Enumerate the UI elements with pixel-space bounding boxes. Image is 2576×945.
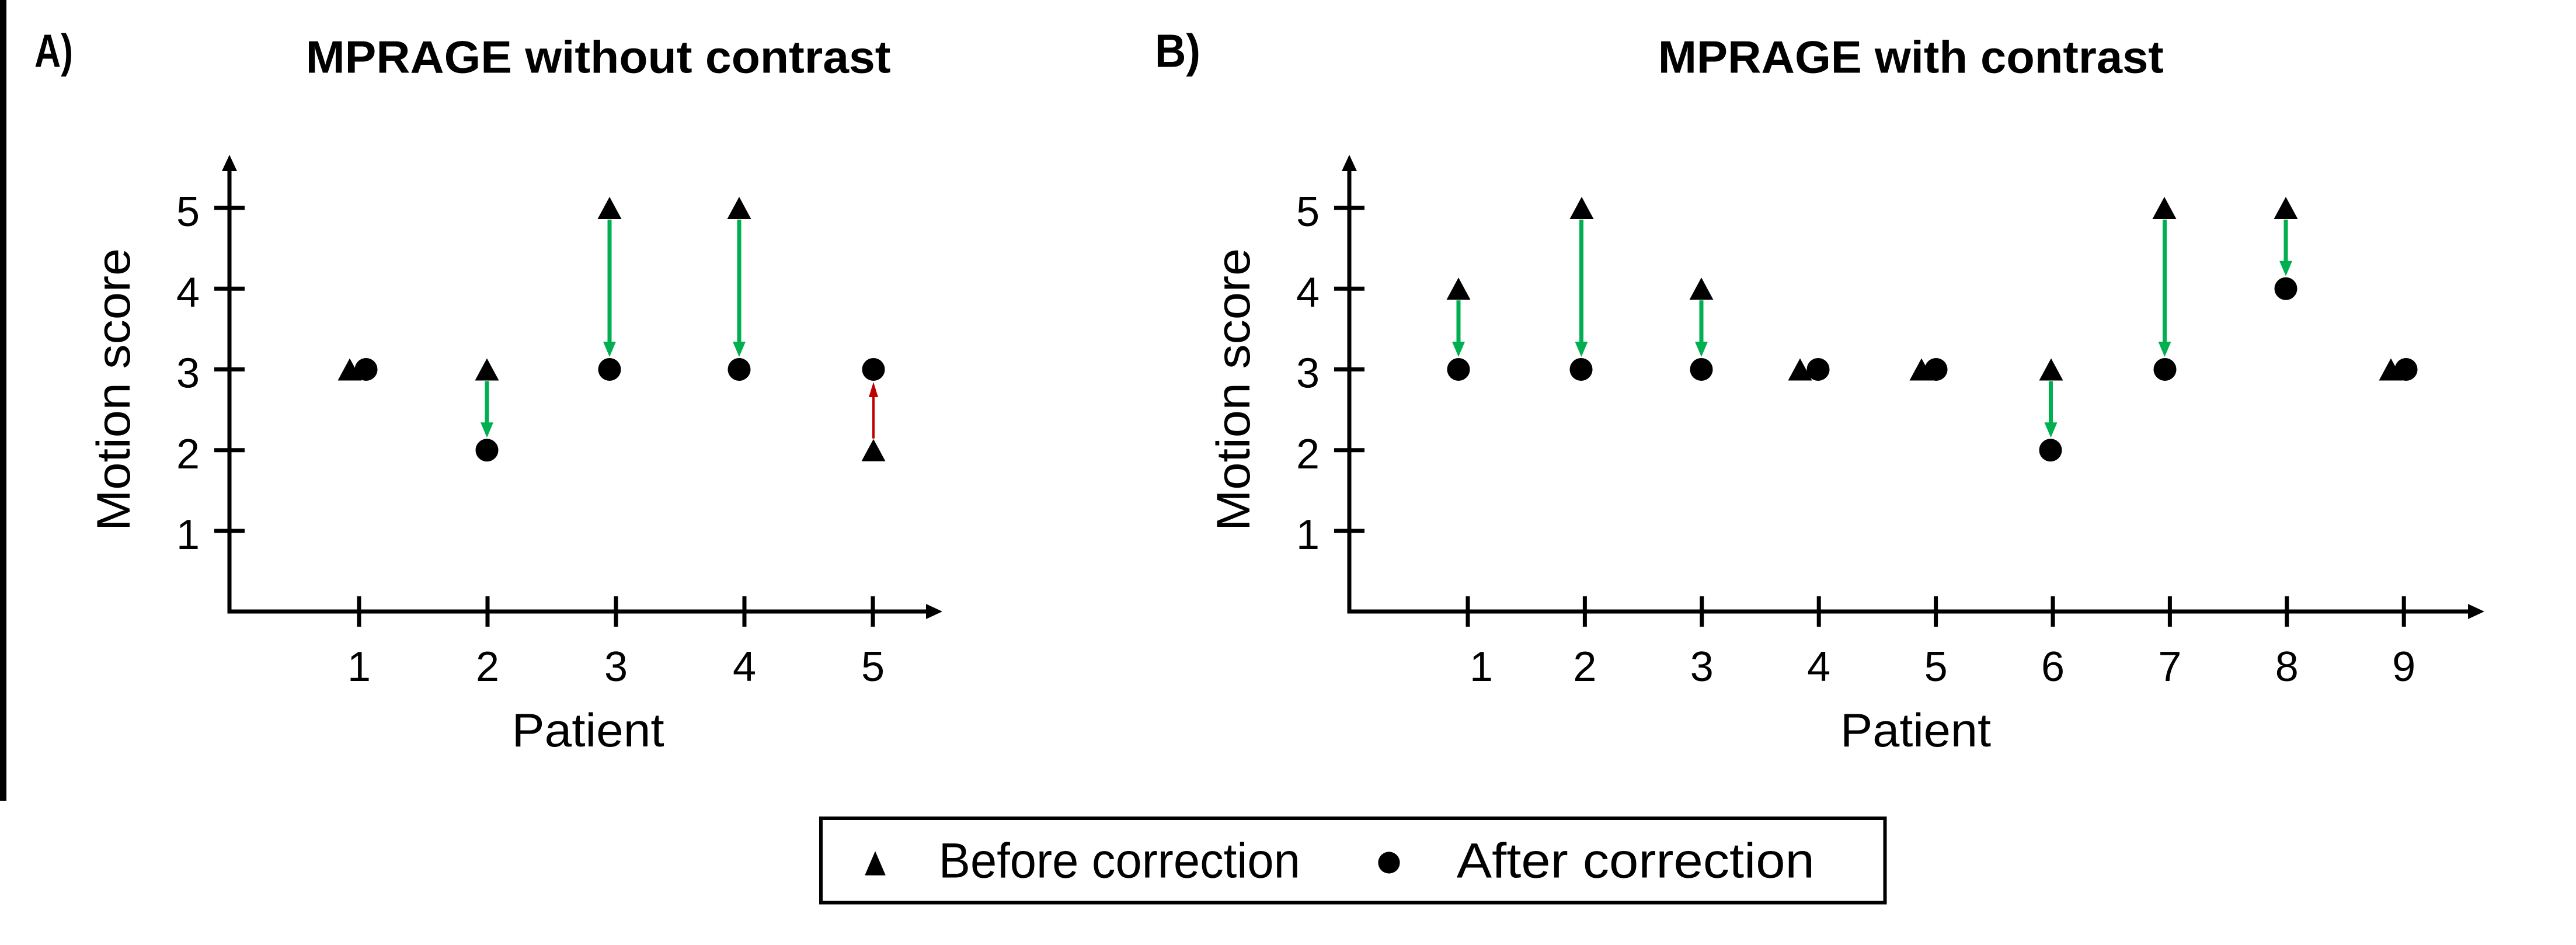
panel-b-ylabel: Motion score [1207, 248, 1260, 531]
improvement-arrowhead [2279, 260, 2292, 276]
before-correction-marker [1788, 358, 1812, 381]
x-axis-arrowhead [2468, 604, 2484, 619]
y-tick-label: 3 [1296, 350, 1320, 397]
y-axis-arrowhead [1342, 155, 1357, 171]
y-tick-label: 4 [176, 269, 200, 316]
before-correction-marker [2274, 197, 2298, 219]
after-correction-marker [354, 358, 378, 381]
improvement-arrowhead [1695, 342, 1708, 357]
improvement-arrowhead [2158, 342, 2171, 357]
improvement-arrowhead [1452, 342, 1465, 357]
after-correction-marker [598, 358, 621, 381]
y-tick-label: 3 [176, 350, 200, 397]
y-axis-arrowhead [222, 155, 237, 171]
x-tick-label: 6 [2041, 644, 2065, 690]
legend-before-label: Before correction [939, 833, 1300, 888]
after-correction-marker [1690, 358, 1713, 381]
before-correction-marker [1689, 277, 1714, 300]
x-tick-label: 3 [604, 644, 628, 690]
panel-a-ylabel: Motion score [88, 248, 140, 531]
before-correction-marker [475, 358, 499, 381]
after-correction-marker [1447, 358, 1470, 381]
x-tick-label: 5 [861, 644, 885, 690]
x-axis-arrowhead [926, 604, 942, 619]
before-correction-marker [337, 358, 362, 381]
x-tick-label: 9 [2392, 644, 2415, 690]
x-tick-label: 3 [1690, 644, 1714, 690]
legend: Before correction After correction [819, 817, 1887, 905]
after-correction-marker [475, 439, 499, 462]
y-tick-label: 2 [1296, 431, 1320, 478]
panel-b-letter: B) [1155, 25, 1200, 77]
x-tick-label: 1 [1470, 644, 1493, 690]
after-correction-marker [727, 358, 751, 381]
improvement-arrowhead [2044, 422, 2058, 438]
improvement-arrowhead [481, 422, 493, 438]
before-correction-marker [861, 439, 886, 461]
legend-triangle-icon [865, 851, 886, 875]
before-correction-marker [597, 197, 622, 219]
after-correction-marker [2394, 358, 2418, 381]
improvement-arrowhead [733, 342, 746, 357]
before-correction-marker [2039, 358, 2063, 381]
y-tick-label: 5 [176, 189, 200, 235]
x-tick-label: 8 [2275, 644, 2299, 690]
after-correction-marker [1924, 358, 1948, 381]
before-correction-marker [2152, 197, 2177, 219]
panel-b-xlabel: Patient [1840, 704, 1991, 757]
after-correction-marker [2039, 439, 2062, 462]
after-correction-marker [1569, 358, 1593, 381]
y-tick-label: 1 [1296, 512, 1320, 558]
x-tick-label: 2 [1573, 644, 1596, 690]
x-tick-label: 5 [1924, 644, 1948, 690]
after-correction-marker [2153, 358, 2177, 381]
y-tick-label: 1 [176, 512, 200, 558]
after-correction-marker [2274, 277, 2297, 300]
panel-a-letter: A) [34, 25, 73, 77]
x-tick-label: 4 [733, 644, 756, 690]
x-tick-label: 4 [1807, 644, 1830, 690]
y-tick-label: 2 [176, 431, 200, 478]
before-correction-marker [1446, 277, 1471, 300]
x-tick-label: 2 [476, 644, 499, 690]
panel-a-plot: 1 2 3 4 5 1 2 3 4 5 [176, 155, 942, 690]
left-edge-bar [0, 0, 6, 801]
improvement-arrowhead [603, 342, 616, 357]
panel-a-xlabel: Patient [512, 704, 664, 757]
y-tick-label: 4 [1296, 269, 1320, 316]
y-tick-label: 5 [1296, 189, 1320, 235]
panel-b-plot: 1 2 3 4 5 6 7 8 9 1 2 3 4 5 [1296, 155, 2484, 690]
improvement-arrowhead [1575, 342, 1588, 357]
before-correction-marker [1569, 197, 1594, 219]
x-tick-label: 1 [347, 644, 371, 690]
legend-box [819, 817, 1887, 905]
worsening-arrowhead [869, 382, 878, 397]
legend-circle-icon [1378, 852, 1400, 874]
panel-a-title: MPRAGE without contrast [306, 32, 891, 83]
after-correction-marker [862, 358, 885, 381]
panel-b-title: MPRAGE with contrast [1658, 32, 2164, 83]
legend-after-label: After correction [1457, 833, 1815, 888]
before-correction-marker [727, 197, 751, 219]
x-tick-label: 7 [2158, 644, 2181, 690]
after-correction-marker [1806, 358, 1830, 381]
